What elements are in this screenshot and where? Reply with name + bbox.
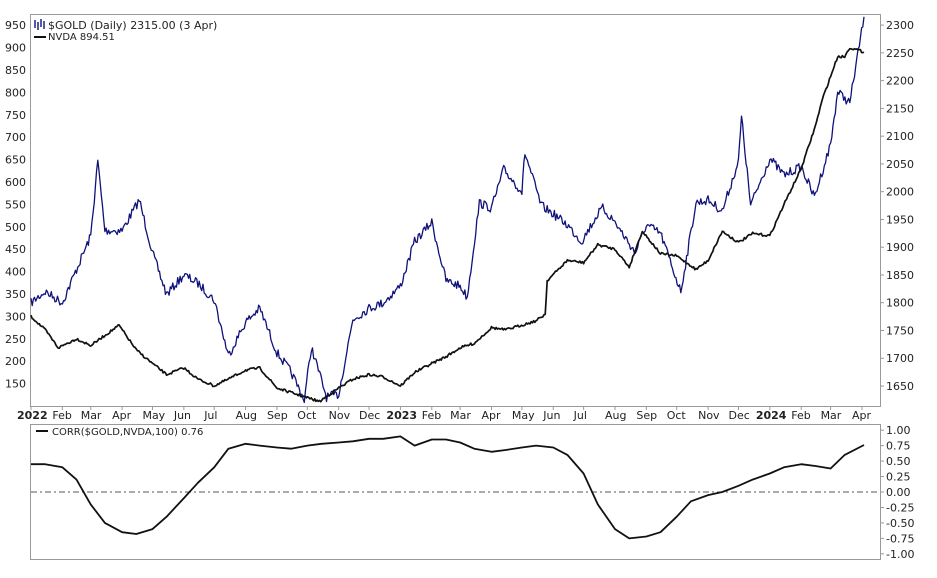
gold-legend-icon [34,19,45,30]
nvda-tick-label: 650 [5,154,26,167]
nvda-tick-label: 500 [5,221,26,234]
date-tick-label: Oct [297,409,317,422]
nvda-tick-label: 800 [5,86,26,99]
date-tick-label: Apr [852,409,872,422]
nvda-tick-label: 350 [5,288,26,301]
price-lines [30,16,865,404]
gold-price-line [30,16,865,404]
gold-tick-label: 2300 [886,19,914,32]
gold-tick-label: 1750 [886,324,914,337]
nvda-legend-label: NVDA 894.51 [48,32,115,43]
nvda-tick-label: 850 [5,64,26,77]
nvda-tick-label: 400 [5,266,26,279]
correlation-tick-label: 0.75 [886,440,911,453]
date-tick-label: Apr [482,409,502,422]
nvda-price-line [30,47,865,403]
date-tick-label: Oct [667,409,687,422]
nvda-tick-label: 150 [5,378,26,391]
gold-tick-label: 1900 [886,241,914,254]
correlation-tick-label: -0.75 [886,532,914,545]
date-tick-label: Apr [112,409,132,422]
gold-tick-label: 2250 [886,47,914,60]
date-tick-label: 2023 [386,409,417,422]
nvda-tick-label: 750 [5,109,26,122]
correlation-tick-label: -0.50 [886,517,914,530]
correlation-panel: 1.00 0.75 0.50 0.25 0.00 -0.25 -0.50 -0.75 -1.00… [30,424,914,561]
date-tick-label: Jul [203,409,217,422]
date-tick-label: Mar [450,409,471,422]
nvda-tick-label: 200 [5,355,26,368]
correlation-tick-label: 0.00 [886,486,911,499]
date-tick-label: Nov [698,409,720,422]
gold-tick-label: 1850 [886,269,914,282]
date-tick-label: Mar [81,409,102,422]
nvda-tick-label: 550 [5,198,26,211]
date-tick-label: Jun [542,409,560,422]
correlation-legend: CORR($GOLD,NVDA,100) 0.76 [36,427,203,438]
gold-tick-label: 1950 [886,213,914,226]
nvda-tick-label: 900 [5,42,26,55]
date-tick-label: Feb [791,409,810,422]
date-tick-label: Sep [636,409,657,422]
correlation-tick-label: 0.25 [886,471,911,484]
date-tick-label: May [142,409,165,422]
date-tick-label: Aug [236,409,257,422]
nvda-tick-label: 950 [5,19,26,32]
gold-tick-label: 2150 [886,102,914,115]
price-legend: $GOLD (Daily) 2315.00 (3 Apr) NVDA 894.5… [34,19,217,43]
nvda-tick-label: 600 [5,176,26,189]
date-tick-label: 2024 [756,409,787,422]
correlation-tick-label: 0.50 [886,455,911,468]
gold-tick-label: 2200 [886,75,914,88]
date-tick-label: Dec [728,409,749,422]
gold-legend-label: $GOLD (Daily) 2315.00 (3 Apr) [48,19,217,32]
nvda-tick-label: 250 [5,333,26,346]
date-tick-label: 2022 [17,409,48,422]
date-tick-label: May [512,409,535,422]
date-tick-label: Feb [422,409,441,422]
date-tick-label: Dec [359,409,380,422]
date-tick-label: Sep [267,409,288,422]
gold-tick-label: 2100 [886,130,914,143]
correlation-series-line [31,435,865,540]
date-tick-label: Jul [573,409,587,422]
nvda-tick-label: 450 [5,243,26,256]
date-tick-label: Feb [52,409,71,422]
gold-tick-label: 1800 [886,297,914,310]
nvda-tick-label: 300 [5,310,26,323]
date-tick-label: Mar [821,409,842,422]
correlation-tick-label: -0.25 [886,501,914,514]
gold-tick-label: 1650 [886,380,914,393]
date-tick-label: Jun [173,409,191,422]
gold-axis: 1650 1700 1750 1800 1850 1900 1950 2000 2050 2100… [880,19,914,393]
correlation-legend-label: CORR($GOLD,NVDA,100) 0.76 [52,427,203,438]
correlation-tick-label: 1.00 [886,424,911,437]
nvda-tick-label: 700 [5,131,26,144]
date-tick-label: Aug [605,409,626,422]
gold-tick-label: 1700 [886,352,914,365]
gold-tick-label: 2050 [886,158,914,171]
nvda-axis: 150 200 250 300 350 400 450 500 550 600 650 700 750 8… [5,19,26,390]
price-panel-border [30,14,881,407]
price-panel: 150 200 250 300 350 400 450 500 550 600 650 700 750 8… [5,14,914,422]
gold-tick-label: 2000 [886,186,914,199]
correlation-line [31,435,865,540]
correlation-tick-label: -1.00 [886,548,914,561]
date-axis: 2022 Feb Mar Apr May Jun Jul Aug Sep Oct Nov Dec 202… [17,406,872,422]
correlation-axis: 1.00 0.75 0.50 0.25 0.00 -0.25 -0.50 -0.75 -1.00 [880,424,914,561]
date-tick-label: Nov [329,409,351,422]
